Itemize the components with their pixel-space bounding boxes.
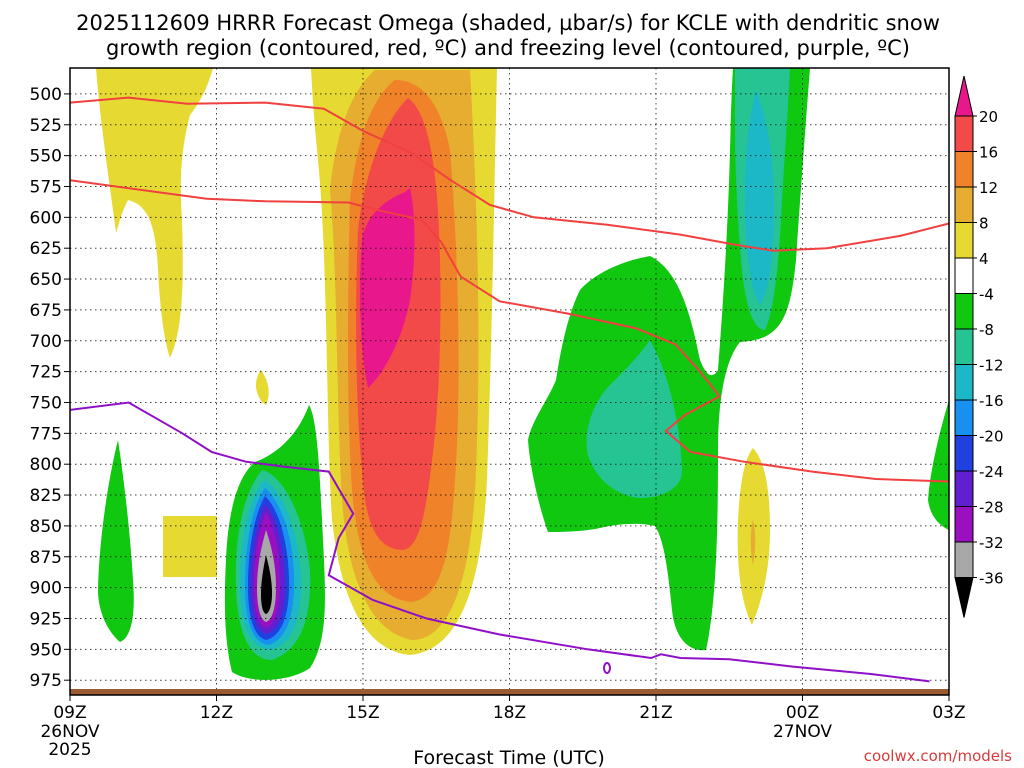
x-tick-date: 26NOV xyxy=(40,722,99,742)
colorbar-label: -28 xyxy=(979,499,1004,517)
colorbar-swatch xyxy=(954,257,974,294)
freezing-contour-loop xyxy=(603,662,611,674)
omega-4-8-cell-left xyxy=(96,68,213,358)
colorbar-label: -24 xyxy=(979,463,1004,481)
chart-title-line-2: growth region (contoured, red, ºC) and f… xyxy=(106,36,910,60)
colorbar-label: 4 xyxy=(979,250,989,268)
colorbar-label: -8 xyxy=(979,321,994,339)
colorbar-label: -20 xyxy=(979,428,1004,446)
colorbar-swatch xyxy=(954,435,974,472)
x-tick-label: 18Z xyxy=(493,703,526,723)
y-tick-label: 750 xyxy=(30,393,62,413)
omega-shading-field xyxy=(96,68,949,680)
y-tick-label: 675 xyxy=(30,301,62,321)
colorbar-swatch xyxy=(954,115,974,152)
x-tick-label: 15Z xyxy=(346,703,379,723)
omega-4-8-cell-830 xyxy=(163,516,217,577)
y-tick-label: 625 xyxy=(30,239,62,259)
omega-neg4-neg8-filament xyxy=(98,440,134,642)
dendritic-lower-contour xyxy=(70,179,949,483)
colorbar-swatch xyxy=(954,399,974,436)
freezing-level-contour xyxy=(70,401,930,683)
contour-lines xyxy=(70,96,949,683)
y-tick-label: 550 xyxy=(30,147,62,167)
chart-title-line-1: 2025112609 HRRR Forecast Omega (shaded, … xyxy=(76,11,940,35)
y-tick-label: 975 xyxy=(30,671,62,691)
y-tick-label: 775 xyxy=(30,424,62,444)
colorbar-swatch xyxy=(954,328,974,365)
omega-neg4-neg8-edge-right xyxy=(928,400,949,530)
y-tick-label: 825 xyxy=(30,486,62,506)
omega-8-12-cell-right xyxy=(750,520,756,565)
y-tick-label: 850 xyxy=(30,517,62,537)
omega-neg12-neg16-band-top xyxy=(744,90,774,305)
colorbar-swatch xyxy=(954,222,974,259)
colorbar-swatch xyxy=(954,506,974,543)
colorbar-swatch xyxy=(954,364,974,401)
y-tick-label: 575 xyxy=(30,177,62,197)
colorbar-swatch xyxy=(954,151,974,188)
x-axis-label: Forecast Time (UTC) xyxy=(413,747,604,768)
colorbar-label: 20 xyxy=(979,108,998,126)
pressure-axis: 500 525 550 575 600 625 650 675 700 725 750 775 800 8… xyxy=(30,85,70,691)
ground-surface xyxy=(70,689,949,695)
colorbar-bottom-arrow xyxy=(954,577,974,618)
y-tick-label: 725 xyxy=(30,363,62,383)
y-tick-label: 925 xyxy=(30,609,62,629)
colorbar-label: 8 xyxy=(979,215,989,233)
y-tick-label: 900 xyxy=(30,579,62,599)
x-tick-date: 27NOV xyxy=(773,722,832,742)
y-tick-label: 950 xyxy=(30,640,62,660)
credit-text: coolwx.com/models xyxy=(864,747,1012,765)
plot-grid xyxy=(70,68,949,695)
omega-above-20-core xyxy=(360,188,415,388)
plot-frame xyxy=(69,67,950,696)
colorbar: 20 16 12 8 4 -4 -8 -12 -16 -20 -24 -28 -32 -36 xyxy=(954,75,1004,618)
dendritic-upper-contour xyxy=(70,96,949,252)
colorbar-label: 16 xyxy=(979,144,998,162)
x-tick-label: 21Z xyxy=(639,703,672,723)
colorbar-swatch xyxy=(954,293,974,330)
y-tick-label: 875 xyxy=(30,548,62,568)
colorbar-swatch xyxy=(954,541,974,578)
omega-neg8-neg12-area-midright xyxy=(586,340,682,498)
omega-4-8-cell-700 xyxy=(255,370,269,405)
colorbar-label: -32 xyxy=(979,534,1004,552)
y-tick-label: 500 xyxy=(30,85,62,105)
colorbar-label: -12 xyxy=(979,357,1004,375)
y-tick-label: 800 xyxy=(30,455,62,475)
x-tick-label: 12Z xyxy=(200,703,233,723)
colorbar-swatch xyxy=(954,470,974,507)
x-tick-label: 00Z xyxy=(786,703,819,723)
y-tick-label: 650 xyxy=(30,270,62,290)
y-tick-label: 600 xyxy=(30,208,62,228)
colorbar-label: -4 xyxy=(979,286,994,304)
colorbar-top-arrow xyxy=(954,75,974,117)
x-tick-label: 03Z xyxy=(932,703,965,723)
omega-below-neg36-core xyxy=(261,555,272,614)
colorbar-label: -36 xyxy=(979,570,1004,588)
y-tick-label: 700 xyxy=(30,332,62,352)
colorbar-swatch xyxy=(954,186,974,223)
colorbar-label: 12 xyxy=(979,179,998,197)
x-tick-label: 09Z xyxy=(53,703,86,723)
y-tick-label: 525 xyxy=(30,116,62,136)
x-tick-year: 2025 xyxy=(48,740,91,760)
colorbar-label: -16 xyxy=(979,392,1004,410)
